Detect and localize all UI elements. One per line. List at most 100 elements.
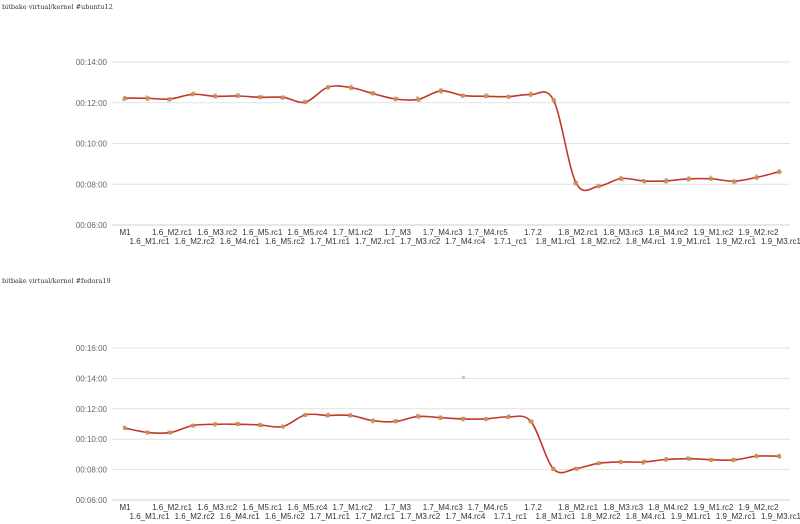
data-point[interactable]	[528, 419, 533, 424]
x-tick-label: 1.6_M2.rc1	[152, 228, 193, 237]
data-point[interactable]	[348, 413, 353, 418]
x-tick-label: 1.7_M3	[384, 503, 411, 512]
data-point[interactable]	[123, 426, 127, 431]
data-point[interactable]	[461, 93, 466, 98]
data-point[interactable]	[574, 466, 579, 471]
data-point[interactable]	[686, 176, 691, 181]
data-point[interactable]	[280, 424, 285, 429]
y-tick-label: 00:06:00	[76, 496, 108, 505]
data-point[interactable]	[754, 454, 759, 459]
data-point[interactable]	[664, 178, 669, 183]
data-point[interactable]	[303, 100, 308, 105]
data-point[interactable]	[235, 93, 240, 98]
x-tick-label: 1.9_M1.rc1	[671, 237, 712, 246]
data-point[interactable]	[145, 430, 150, 435]
data-point[interactable]	[528, 92, 533, 97]
series-line	[124, 413, 780, 474]
x-tick-label: 1.8_M4.rc1	[626, 237, 667, 246]
x-tick-label: 1.7_M3	[384, 228, 411, 237]
x-tick-label: 1.9_M1.rc1	[671, 512, 712, 521]
x-tick-label: M1	[119, 503, 131, 512]
y-tick-label: 00:12:00	[76, 99, 108, 108]
data-point[interactable]	[754, 175, 759, 180]
data-point[interactable]	[686, 456, 691, 461]
x-tick-label: 1.7_M3.rc2	[400, 512, 441, 521]
data-point[interactable]	[641, 178, 646, 183]
data-point[interactable]	[506, 94, 511, 99]
data-point[interactable]	[258, 95, 263, 100]
data-point[interactable]	[596, 461, 601, 466]
x-tick-label: 1.7_M1.rc1	[310, 512, 351, 521]
x-tick-label: 1.6_M5.rc4	[287, 503, 328, 512]
data-point[interactable]	[393, 97, 398, 102]
x-tick-label: 1.6_M5.rc2	[265, 512, 306, 521]
x-tick-label: 1.7_M1.rc1	[310, 237, 351, 246]
data-point[interactable]	[416, 97, 421, 102]
data-point[interactable]	[483, 94, 488, 99]
outlier-point	[461, 375, 465, 379]
x-tick-label: 1.9_M1.rc2	[693, 228, 734, 237]
data-point[interactable]	[235, 422, 240, 427]
data-point[interactable]	[438, 415, 443, 420]
x-tick-label: 1.9_M2.rc2	[738, 228, 779, 237]
data-point[interactable]	[483, 416, 488, 421]
data-point[interactable]	[641, 460, 646, 464]
data-point[interactable]	[416, 414, 421, 419]
data-point[interactable]	[325, 413, 330, 418]
data-point[interactable]	[123, 95, 127, 100]
data-point[interactable]	[664, 457, 669, 462]
data-point[interactable]	[551, 467, 556, 472]
data-point[interactable]	[168, 430, 173, 435]
data-point[interactable]	[258, 423, 263, 428]
x-tick-label: 1.6_M4.rc1	[220, 237, 261, 246]
x-tick-label: 1.8_M4.rc1	[626, 512, 667, 521]
data-point[interactable]	[348, 85, 353, 90]
data-point[interactable]	[190, 423, 195, 428]
data-point[interactable]	[371, 418, 376, 423]
data-point[interactable]	[619, 460, 624, 464]
y-tick-label: 00:10:00	[76, 140, 108, 149]
data-point[interactable]	[574, 180, 579, 185]
data-point[interactable]	[393, 419, 398, 424]
data-point[interactable]	[325, 85, 330, 90]
x-tick-label: 1.6_M2.rc2	[175, 237, 216, 246]
x-tick-label: 1.9_M2.rc1	[716, 512, 757, 521]
x-tick-label: 1.6_M2.rc2	[175, 512, 216, 521]
data-point[interactable]	[213, 422, 218, 427]
data-point[interactable]	[168, 97, 173, 102]
x-tick-label: 1.6_M4.rc1	[220, 512, 261, 521]
data-point[interactable]	[619, 176, 624, 181]
x-tick-label: 1.8_M2.rc1	[558, 228, 599, 237]
data-point[interactable]	[461, 416, 466, 421]
data-point[interactable]	[709, 457, 714, 462]
data-point[interactable]	[280, 95, 285, 100]
x-tick-label: 1.7.1_rc1	[494, 512, 528, 521]
x-tick-label: 1.6_M3.rc2	[197, 228, 238, 237]
data-point[interactable]	[303, 412, 308, 417]
data-point[interactable]	[777, 169, 781, 174]
x-tick-label: 1.7_M1.rc2	[333, 503, 374, 512]
data-point[interactable]	[506, 414, 511, 419]
data-point[interactable]	[371, 91, 376, 96]
y-tick-label: 00:08:00	[76, 466, 108, 475]
x-tick-label: 1.7_M4.rc3	[423, 228, 464, 237]
data-point[interactable]	[438, 88, 443, 93]
x-tick-label: 1.8_M2.rc2	[581, 512, 622, 521]
data-point[interactable]	[145, 96, 150, 101]
x-tick-label: M1	[119, 228, 131, 237]
data-point[interactable]	[777, 454, 781, 459]
data-point[interactable]	[731, 457, 736, 462]
x-tick-label: 1.6_M1.rc1	[130, 237, 171, 246]
y-tick-label: 00:14:00	[76, 374, 108, 383]
chart-fedora19: 00:06:00 00:08:00 00:10:00 00:12:00 00:14:00…	[76, 344, 800, 521]
x-tick-label: 1.8_M3.rc3	[603, 228, 644, 237]
y-tick-label: 00:14:00	[76, 58, 108, 67]
data-point[interactable]	[731, 179, 736, 184]
data-point[interactable]	[709, 176, 714, 181]
data-point[interactable]	[596, 184, 601, 189]
data-point[interactable]	[551, 98, 556, 103]
x-tick-label: 1.9_M2.rc1	[716, 237, 757, 246]
data-point[interactable]	[213, 94, 218, 99]
x-tick-label: 1.7_M4.rc4	[445, 512, 486, 521]
data-point[interactable]	[190, 92, 195, 97]
